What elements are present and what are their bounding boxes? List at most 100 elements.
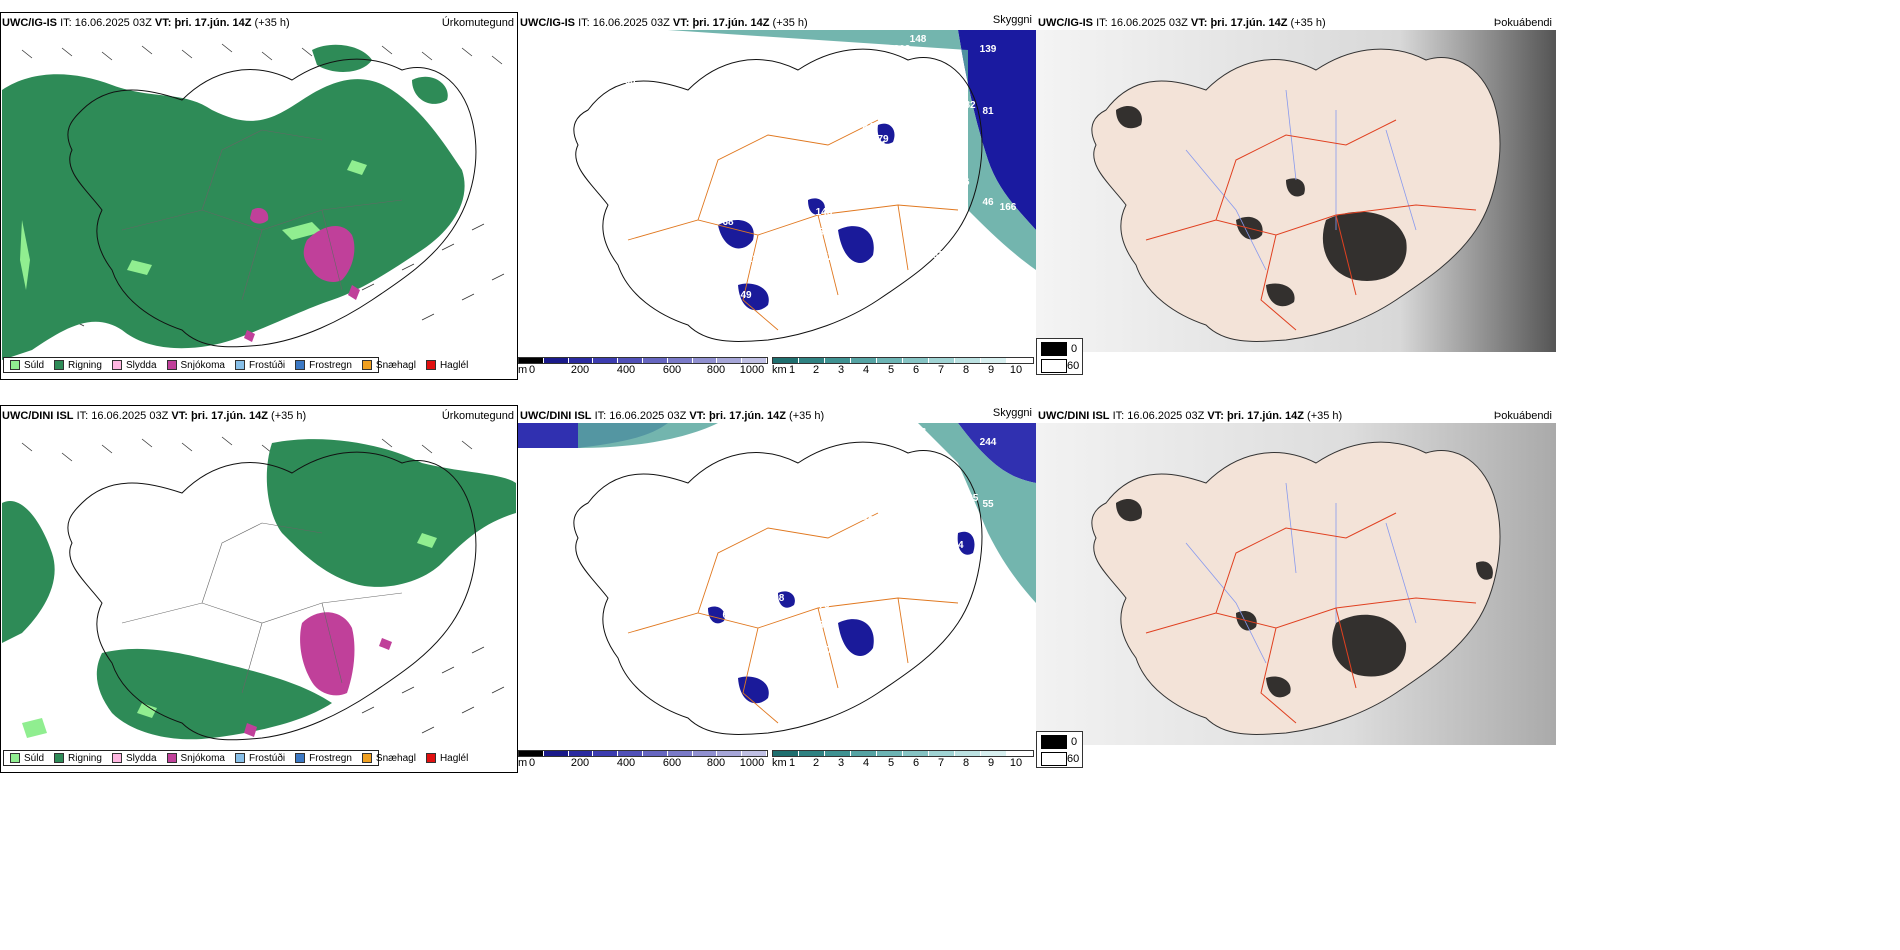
cloud-base-label: 203	[894, 44, 911, 55]
cloud-base-label: 49	[740, 290, 752, 301]
model-name: UWC/DINI ISL	[2, 410, 74, 422]
tick: 3	[837, 364, 845, 376]
fog-map	[1036, 423, 1556, 745]
cloud-base-label: 51	[932, 250, 944, 261]
cloud-base-label: 71	[754, 212, 766, 223]
colorbar-segment	[642, 358, 668, 363]
legend-label: Haglél	[439, 752, 469, 764]
tick: 9	[987, 757, 995, 769]
cloud-base-label: 80	[812, 70, 824, 81]
valid-label: VT:	[672, 17, 690, 29]
tick: 9	[987, 364, 995, 376]
run-label: IT:	[76, 410, 89, 422]
cloud-base-label: 29	[764, 329, 776, 340]
field-name: Skyggni	[992, 407, 1032, 419]
colorbar-segment	[877, 358, 903, 363]
coastline	[67, 58, 477, 348]
fog-legend: 0 60	[1036, 338, 1083, 375]
legend-swatch	[54, 753, 65, 763]
legend-swatch	[361, 753, 372, 763]
legend-swatch	[54, 360, 65, 370]
cloud-base-label: 352	[938, 102, 955, 113]
lead-time: (+35 h)	[772, 17, 808, 29]
valid-time: þri. 17.jún. 14Z	[1210, 17, 1288, 29]
run-time: 16.06.2025 03Z	[592, 17, 670, 29]
cloud-base-label: 63	[938, 620, 950, 631]
field-name: Þokuábendi	[1493, 17, 1552, 29]
colorbar-segment	[903, 358, 929, 363]
cloud-base-label: 34	[754, 605, 766, 616]
legend-swatch	[425, 360, 436, 370]
colorbar-segment	[742, 358, 767, 363]
cloud-base-label: 244	[980, 437, 997, 448]
run-label: IT:	[60, 17, 72, 29]
fog-index-panel-top: UWC/IG-IS IT: 16.06.2025 03Z VT: þri. 17…	[1036, 12, 1556, 380]
cloud-visibility-panel-bottom: UWC/DINI ISL IT: 16.06.2025 03Z VT: þri.…	[518, 405, 1036, 773]
tick: 2	[812, 757, 820, 769]
cloud-base-label: 139	[980, 44, 997, 55]
cloud-base-label: 190	[650, 294, 667, 305]
cloud-base-label: 54	[938, 227, 950, 238]
cloud-base-label: 69	[770, 200, 782, 211]
fog-dark-areas	[1116, 105, 1407, 307]
tick: 1000	[739, 757, 765, 769]
colorbar-segment	[593, 358, 619, 363]
cloud-base-label: 32	[742, 327, 754, 338]
colorbar-segment	[543, 358, 569, 363]
tick: 200	[570, 757, 590, 769]
fog-legend-swatch-60	[1041, 359, 1067, 373]
rain-area	[2, 74, 465, 360]
cloud-base-label: 58	[818, 227, 830, 238]
precip-legend: Súld Rigning Slydda Snjókoma Frostúði Fr…	[3, 357, 468, 373]
colorbar-segment	[799, 751, 825, 756]
cloud-base-label: 55	[842, 217, 854, 228]
fog-legend-label-0: 0	[1071, 343, 1078, 355]
cloud-base-label: 96	[788, 579, 800, 590]
cloud-base-label: 319	[942, 477, 959, 488]
colorbar-unit: m	[518, 757, 528, 769]
tick: 1	[788, 364, 796, 376]
colorbar-segment	[851, 358, 877, 363]
colorbar-segment	[903, 751, 929, 756]
fog-map	[1036, 30, 1556, 352]
panel-title: UWC/DINI ISL IT: 16.06.2025 03Z VT: þri.…	[1038, 408, 1342, 424]
cloudbase-colorbar: m 0 200 400 600 800 1000	[518, 750, 768, 770]
field-name: Þokuábendi	[1493, 410, 1552, 422]
colorbar-ticks: km 1 2 3 4 5 6 7 8 9 10	[772, 364, 1034, 376]
cloud-base-label: 90	[740, 157, 752, 168]
tick: 400	[616, 757, 636, 769]
roads	[627, 119, 959, 331]
cloud-base-label: 39	[896, 104, 908, 115]
cloud-base-label: 84	[862, 122, 874, 133]
legend-swatch	[111, 360, 122, 370]
panel-title: UWC/DINI ISL IT: 16.06.2025 03Z VT: þri.…	[520, 408, 824, 424]
cloud-base-label: 102	[820, 645, 837, 656]
legend-label: Snjókoma	[180, 359, 225, 371]
legend-swatch	[234, 753, 245, 763]
cloud-base-label: 271	[918, 627, 935, 638]
cloud-base-label: 52	[822, 252, 834, 263]
colorbar-segment	[593, 751, 619, 756]
cloud-base-label: 850	[938, 495, 955, 506]
cloudbase-colorbar: m 0 200 400 600 800 1000	[518, 357, 768, 377]
run-time: 16.06.2025 03Z	[609, 410, 687, 422]
coastline	[67, 451, 477, 741]
cloud-base-label: 145	[816, 207, 833, 218]
panel-title: UWC/IG-IS IT: 16.06.2025 03Z VT: þri. 17…	[2, 15, 290, 31]
cloud-base-label: 331	[942, 84, 959, 95]
colorbar-segment	[799, 358, 825, 363]
model-name: UWC/IG-IS	[2, 17, 57, 29]
roads	[121, 129, 403, 301]
legend-item-frostudi: Frostúði	[234, 753, 285, 764]
field-name: Úrkomutegund	[441, 410, 514, 422]
cloud-base-label: 108	[768, 593, 785, 604]
tick: 7	[937, 364, 945, 376]
cloud-map: 148 203 139 80 48 331 352 82 81 39 84 141 79 90 32 37 31…	[518, 30, 1036, 352]
field-name: Skyggni	[992, 14, 1032, 26]
visibility-colorbar: km 1 2 3 4 5 6 7 8 9 10	[772, 750, 1034, 770]
colorbar-segment	[825, 751, 851, 756]
cloud-base-label: 67	[616, 110, 628, 121]
cloud-base-label: 112	[742, 254, 759, 265]
legend-label: Rigning	[68, 752, 102, 764]
